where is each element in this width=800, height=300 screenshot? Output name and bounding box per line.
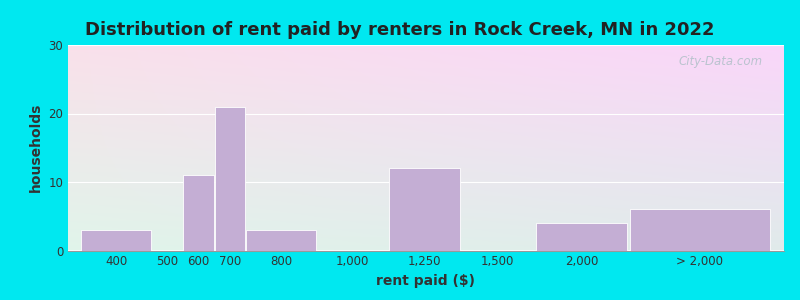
X-axis label: rent paid ($): rent paid ($) bbox=[377, 274, 475, 288]
Bar bbox=[183, 175, 214, 250]
Text: City-Data.com: City-Data.com bbox=[678, 55, 762, 68]
Bar bbox=[536, 223, 627, 250]
Y-axis label: households: households bbox=[29, 103, 42, 192]
Bar bbox=[390, 168, 459, 250]
Bar bbox=[214, 106, 245, 250]
Bar bbox=[630, 209, 770, 250]
Text: Distribution of rent paid by renters in Rock Creek, MN in 2022: Distribution of rent paid by renters in … bbox=[86, 21, 714, 39]
Bar bbox=[246, 230, 316, 250]
Bar bbox=[81, 230, 151, 250]
